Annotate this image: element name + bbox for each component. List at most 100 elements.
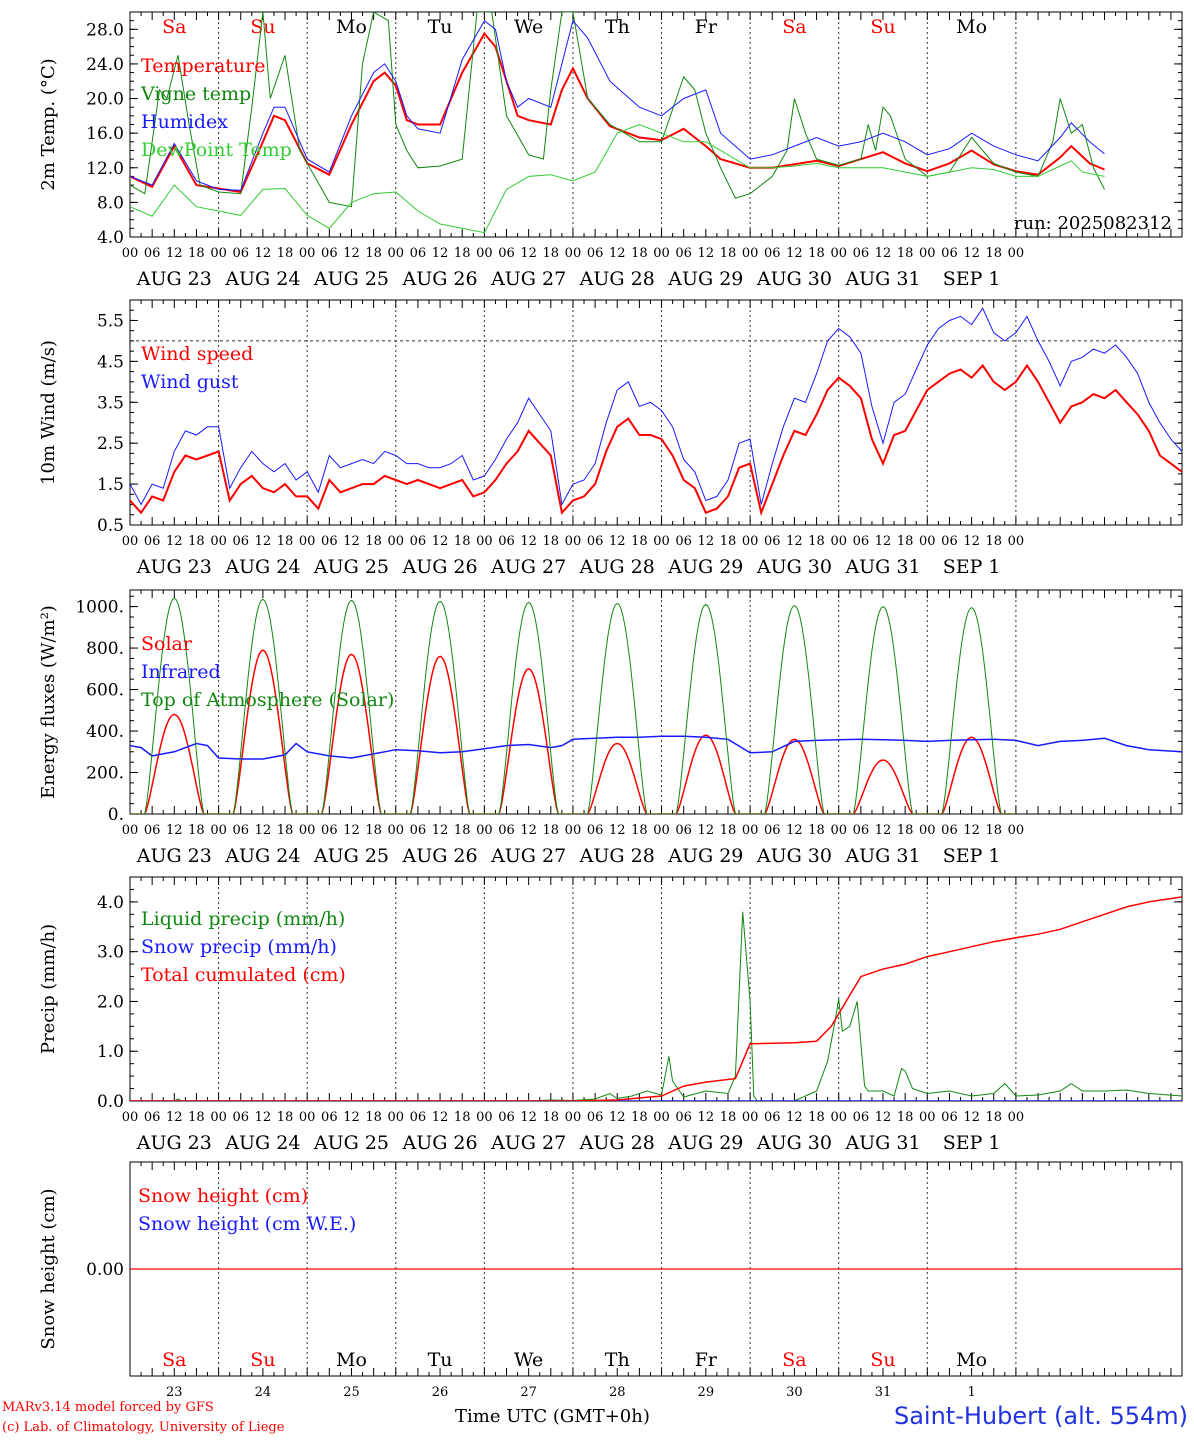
- hour-tick-label: 12: [875, 1110, 892, 1125]
- hour-tick-label: 00: [122, 1110, 139, 1125]
- hour-tick-label: 00: [476, 1110, 493, 1125]
- hour-tick-label: 18: [720, 823, 737, 838]
- day-number-label: 26: [432, 1385, 449, 1400]
- weekday-label: Sa: [162, 16, 186, 38]
- hour-tick-label: 06: [587, 246, 604, 261]
- y-axis-label: Energy fluxes (W/m²): [38, 605, 59, 799]
- hour-tick-label: 00: [1008, 246, 1025, 261]
- series-infrared: [130, 735, 1182, 760]
- y-tick-label: 24.0: [86, 55, 124, 75]
- hour-tick-label: 06: [764, 246, 781, 261]
- hour-tick-label: 06: [321, 246, 338, 261]
- weekday-label: Mo: [336, 1349, 367, 1371]
- hour-tick-label: 00: [387, 823, 404, 838]
- date-label: AUG 25: [313, 556, 389, 578]
- hour-tick-label: 18: [631, 823, 648, 838]
- hour-tick-label: 18: [631, 246, 648, 261]
- legend-entry: Liquid precip (mm/h): [141, 908, 345, 930]
- hour-tick-label: 18: [454, 534, 471, 549]
- weekday-label: Su: [870, 16, 895, 38]
- hour-tick-label: 00: [742, 534, 759, 549]
- hour-tick-label: 00: [565, 1110, 582, 1125]
- hour-tick-label: 12: [609, 1110, 626, 1125]
- hour-tick-label: 06: [941, 823, 958, 838]
- hour-tick-label: 06: [853, 823, 870, 838]
- hour-tick-label: 00: [653, 534, 670, 549]
- date-label: AUG 25: [313, 268, 389, 290]
- y-tick-label: 3.0: [97, 943, 124, 963]
- panel-energy: 0. 200. 400. 600. 800. 1000. Energy fluxes (W/…: [38, 589, 1183, 867]
- legend-entry: Temperature: [141, 55, 265, 77]
- hour-tick-label: 12: [698, 246, 715, 261]
- date-label: AUG 26: [401, 845, 477, 867]
- y-axis-label: Snow height (cm): [38, 1188, 59, 1349]
- hour-tick-label: 06: [321, 823, 338, 838]
- y-tick-label: 8.0: [97, 193, 124, 213]
- hour-tick-label: 00: [919, 823, 936, 838]
- hour-tick-label: 12: [520, 1110, 537, 1125]
- hour-tick-label: 06: [764, 823, 781, 838]
- hour-tick-label: 18: [543, 823, 560, 838]
- hour-tick-label: 18: [365, 1110, 382, 1125]
- hour-tick-label: 00: [830, 1110, 847, 1125]
- hour-tick-label: 12: [963, 246, 980, 261]
- hour-tick-label: 06: [498, 534, 515, 549]
- date-label: AUG 31: [844, 268, 920, 290]
- date-label: SEP 1: [943, 845, 1001, 867]
- hour-tick-label: 12: [786, 246, 803, 261]
- hour-tick-label: 00: [210, 1110, 227, 1125]
- y-tick-label: 0.5: [97, 516, 124, 536]
- hour-tick-label: 18: [985, 534, 1002, 549]
- hour-tick-label: 00: [653, 1110, 670, 1125]
- weekday-label: Fr: [695, 1349, 718, 1371]
- weekday-label: Mo: [956, 16, 987, 38]
- date-label: AUG 24: [224, 845, 300, 867]
- date-label: AUG 30: [756, 556, 832, 578]
- hour-tick-label: 12: [343, 246, 360, 261]
- plot-frame: [129, 299, 1183, 526]
- hour-tick-label: 12: [432, 823, 449, 838]
- hour-tick-label: 12: [343, 1110, 360, 1125]
- date-label: AUG 27: [490, 1132, 566, 1154]
- hour-tick-label: 00: [1008, 823, 1025, 838]
- hour-tick-label: 12: [255, 246, 272, 261]
- weekday-label: Tu: [428, 1349, 453, 1371]
- hour-tick-label: 00: [476, 246, 493, 261]
- hour-tick-label: 12: [432, 534, 449, 549]
- y-tick-label: 2.0: [97, 992, 124, 1012]
- series-dewpoint-temp: [130, 123, 1105, 234]
- weekday-label: Fr: [695, 16, 718, 38]
- date-label: SEP 1: [943, 556, 1001, 578]
- legend-entry: Wind gust: [141, 371, 239, 393]
- hour-tick-label: 00: [476, 534, 493, 549]
- hour-tick-label: 12: [875, 246, 892, 261]
- hour-tick-label: 18: [543, 534, 560, 549]
- weekday-label: Sa: [782, 1349, 806, 1371]
- hour-tick-label: 18: [897, 823, 914, 838]
- date-label: AUG 30: [756, 845, 832, 867]
- date-label: AUG 28: [579, 1132, 655, 1154]
- hour-tick-label: 18: [277, 823, 294, 838]
- weekday-label: Su: [870, 1349, 895, 1371]
- hour-tick-label: 12: [609, 823, 626, 838]
- hour-tick-label: 00: [830, 246, 847, 261]
- hour-tick-label: 18: [188, 823, 205, 838]
- hour-tick-label: 00: [387, 246, 404, 261]
- hour-tick-label: 06: [587, 823, 604, 838]
- series-top-of-atmosphere-solar-: [130, 597, 1016, 814]
- hour-tick-label: 06: [232, 534, 249, 549]
- panel-temperature: 4.0 8.0 12.0 16.0 20.0 24.0 28.0 2m Temp. (°C) 0…: [38, 11, 1183, 290]
- y-axis-label: 2m Temp. (°C): [38, 58, 59, 190]
- hour-tick-label: 00: [1008, 534, 1025, 549]
- hour-tick-label: 06: [675, 1110, 692, 1125]
- hour-tick-label: 00: [565, 246, 582, 261]
- hour-tick-label: 12: [786, 823, 803, 838]
- hour-tick-label: 06: [410, 246, 427, 261]
- hour-tick-label: 18: [277, 246, 294, 261]
- hour-tick-label: 06: [144, 534, 161, 549]
- hour-tick-label: 06: [498, 246, 515, 261]
- date-label: AUG 28: [579, 845, 655, 867]
- panel-snow: 0.00 Snow height (cm) Sa Su Mo Tu We Th Fr Sa Su Mo…: [38, 1161, 1183, 1400]
- y-tick-label: 4.0: [97, 228, 124, 248]
